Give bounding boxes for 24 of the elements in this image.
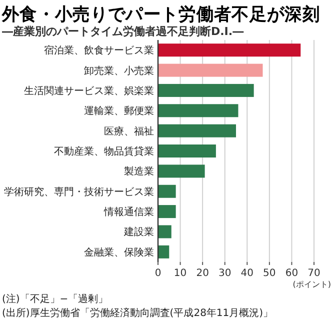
- y-tick-label: 学術研究、専門・技術サービス業: [4, 186, 154, 198]
- text: (注)「不足」−「過剰」: [2, 293, 108, 305]
- x-tick-label: 0: [154, 268, 162, 279]
- subtitle: ―産業別のパートタイム労働者過不足判断D.I.―: [2, 25, 244, 38]
- y-tick-label: 運輸業、郵便業: [84, 105, 154, 118]
- title: 外食・小売りでパート労働者不足が深刻: [2, 5, 326, 25]
- xlabel: (ポイント): [292, 280, 331, 289]
- text: (出所)厚生労働省「労働経済動向調査(平成28年11月概況)」: [2, 307, 274, 319]
- y-tick-label: 金融業、保険業: [84, 246, 154, 258]
- y-tick-label: 建設業: [123, 226, 154, 238]
- y-tick-label: 不動産業、物品賃貸業: [54, 146, 154, 158]
- x-tick-label: 70: [308, 268, 320, 279]
- x-tick-label: 20: [196, 268, 209, 279]
- x-tick-label: 10: [174, 268, 187, 279]
- y-tick-label: 医療、福祉: [104, 125, 154, 138]
- x-tick-label: 30: [218, 268, 232, 279]
- x-tick-label: 40: [240, 268, 254, 279]
- x-tick-label: 50: [263, 268, 276, 279]
- x-tick-label: 60: [285, 268, 298, 279]
- y-tick-label: 製造業: [124, 166, 154, 178]
- y-tick-label: 生活関連サービス業、娯楽業: [24, 84, 154, 97]
- y-tick-label: 情報通信業: [103, 206, 154, 218]
- y-tick-label: 宿泊業、飲食サービス業: [44, 44, 154, 57]
- y-tick-label: 卸売業、小売業: [84, 64, 154, 77]
